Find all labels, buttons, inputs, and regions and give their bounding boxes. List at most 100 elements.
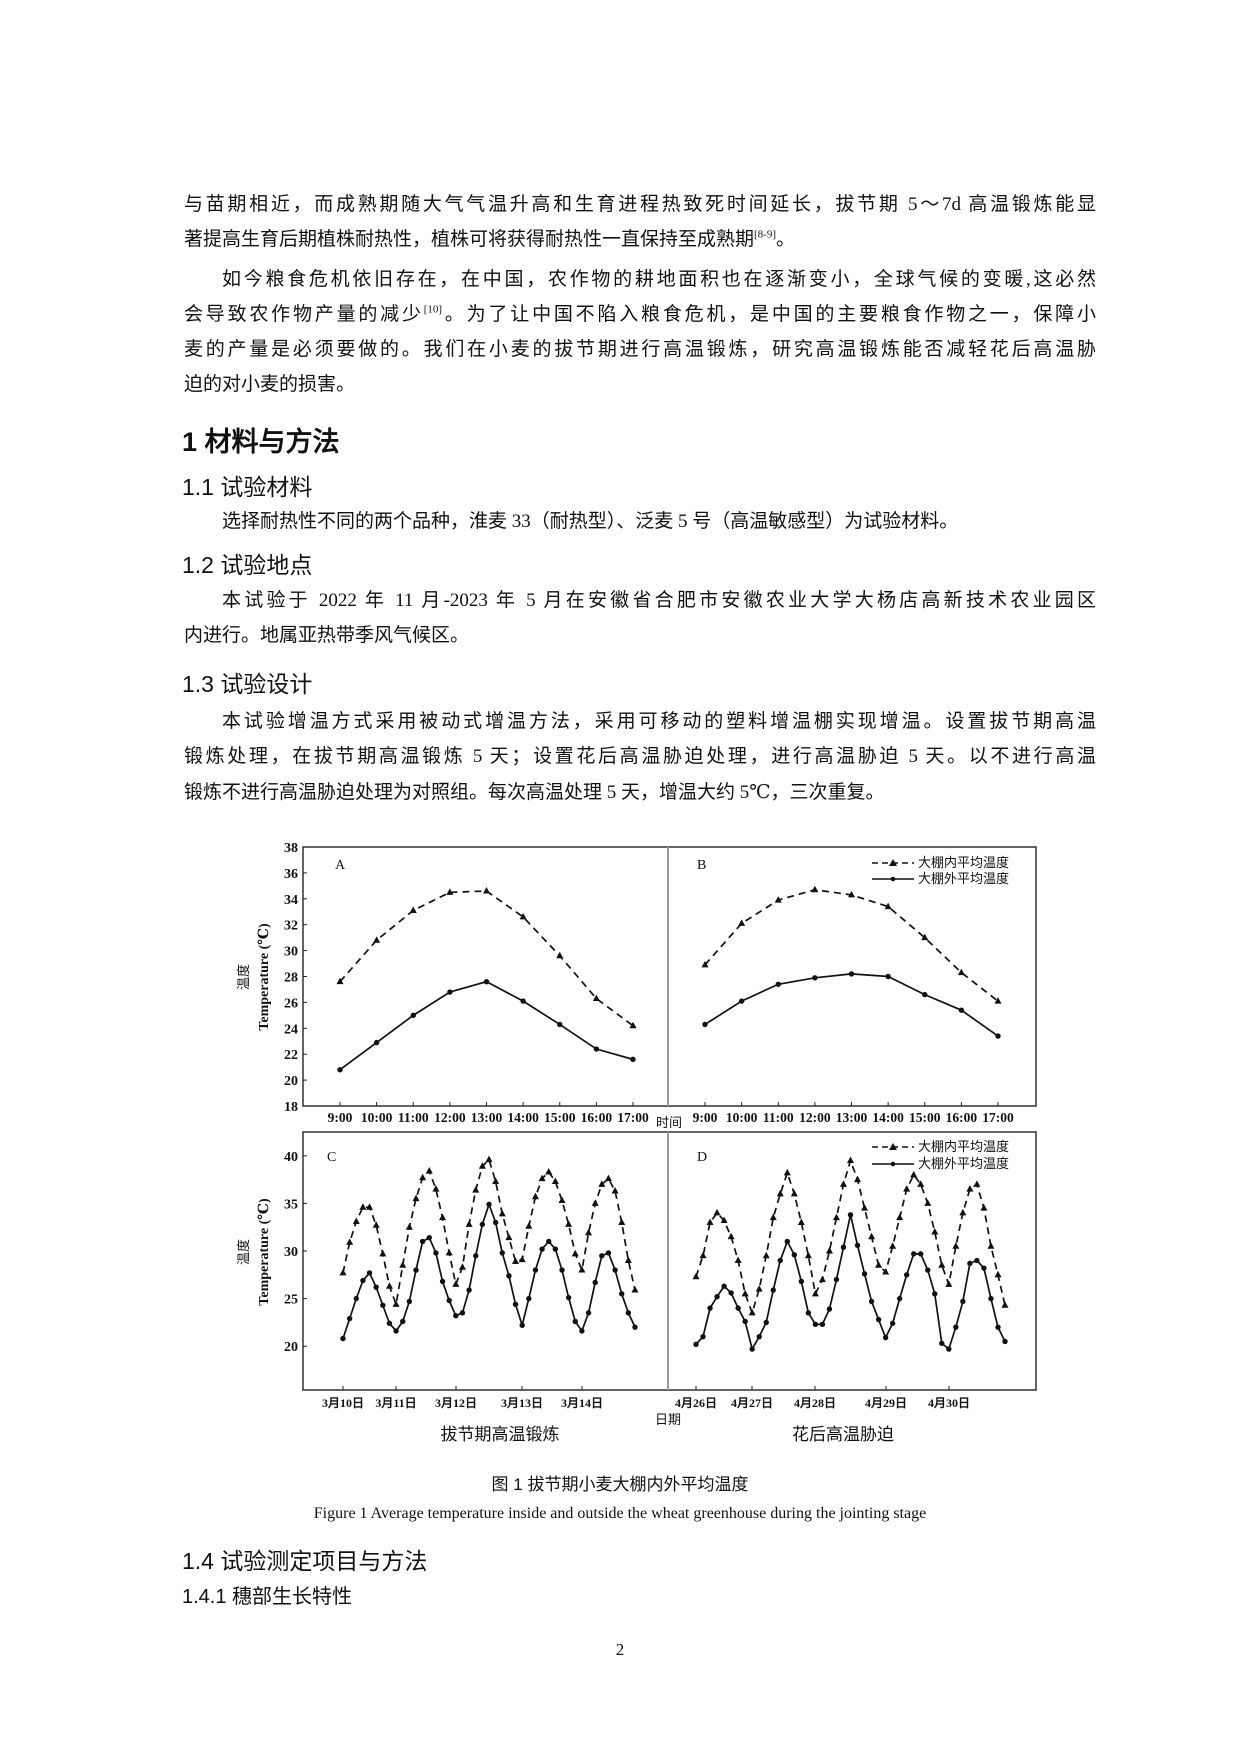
data-point-outside: [791, 1252, 798, 1258]
data-point-outside: [784, 1238, 790, 1245]
data-point-outside: [446, 1297, 452, 1304]
data-point-inside: [889, 1242, 897, 1249]
y-tick-label: 35: [284, 1197, 298, 1212]
data-point-inside: [446, 888, 454, 895]
data-point-inside: [465, 1220, 473, 1227]
subsubsection-heading: 1.4.1 穗部生长特性: [182, 1586, 353, 1608]
data-point-outside: [833, 1276, 840, 1283]
data-point-outside: [557, 1021, 563, 1028]
data-point-inside: [412, 1194, 420, 1202]
data-point-inside: [545, 1167, 553, 1175]
x-tick-label: 4月29日: [865, 1396, 907, 1410]
data-point-inside: [618, 1218, 626, 1225]
x-tick-label: 15:00: [544, 1110, 576, 1125]
data-point-outside: [406, 1298, 413, 1305]
panel-label: A: [335, 858, 346, 873]
data-point-inside: [847, 1156, 854, 1164]
data-point-inside: [604, 1174, 612, 1182]
data-point-inside: [373, 936, 381, 943]
data-point-inside: [980, 1204, 988, 1211]
data-point-inside: [485, 1155, 493, 1163]
data-point-inside: [585, 1228, 593, 1236]
figure-frames: 18 20 22 24 26 28 30 32 34 36 38 9:00 10:00 11:00 12:0…: [284, 841, 1037, 1410]
data-point-outside: [693, 1341, 699, 1348]
data-point-outside: [988, 1295, 994, 1302]
data-point-inside: [525, 1222, 533, 1229]
data-point-inside: [571, 1249, 579, 1257]
data-point-inside: [701, 960, 709, 968]
data-point-outside: [714, 1294, 720, 1300]
data-point-outside: [400, 1318, 406, 1325]
paragraph-line: 麦的产量是必须要做的。我们在小麦的拔节期进行高温锻炼，研究高温锻炼能否减轻花后高…: [184, 339, 1096, 360]
x-tick-label: 13:00: [836, 1110, 868, 1125]
data-point-inside: [483, 887, 490, 894]
data-point-outside: [1002, 1338, 1008, 1345]
data-point-inside: [425, 1167, 433, 1174]
data-point-inside: [366, 1203, 374, 1210]
data-point-outside: [366, 1270, 373, 1276]
x-tick-label: 10:00: [726, 1110, 758, 1125]
data-point-inside: [839, 1180, 847, 1187]
data-point-outside: [775, 981, 781, 987]
data-point-outside: [812, 975, 818, 981]
x-tick-label: 3月14日: [561, 1396, 603, 1410]
x-tick-label: 16:00: [581, 1110, 613, 1125]
paragraph-line: 迫的对小麦的损害。: [184, 374, 356, 395]
x-label-date: 日期: [655, 1412, 681, 1427]
paragraph-line: 本试验增温方式采用被动式增温方法，采用可移动的塑料增温棚实现增温。设置拔节期高温: [222, 711, 1096, 732]
data-point-outside: [373, 1039, 380, 1046]
data-point-outside: [492, 1219, 499, 1226]
data-point-outside: [499, 1250, 505, 1256]
data-point-outside: [854, 1242, 861, 1248]
y-tick-label: 24: [284, 1022, 298, 1037]
data-point-inside: [774, 896, 782, 903]
data-point-inside: [551, 1177, 559, 1185]
data-point-outside: [889, 1320, 896, 1327]
data-point-outside: [728, 1290, 734, 1296]
data-point-inside: [818, 1275, 826, 1283]
data-point-inside: [624, 1256, 632, 1264]
data-point-inside: [832, 1213, 840, 1221]
data-point-outside: [479, 1221, 486, 1228]
data-point-outside: [702, 1021, 708, 1028]
x-tick-label: 3月13日: [501, 1396, 543, 1410]
data-point-outside: [373, 1284, 379, 1290]
data-point-outside: [960, 1298, 966, 1305]
data-point-outside: [520, 998, 526, 1004]
legend-outside: 大棚外平均温度: [918, 871, 1009, 886]
y-tick-label: 38: [284, 841, 298, 856]
data-point-inside: [783, 1168, 791, 1176]
data-point-inside: [538, 1174, 546, 1182]
data-point-outside: [756, 1333, 762, 1340]
data-point-outside: [903, 1272, 910, 1278]
x-tick-label: 11:00: [763, 1110, 794, 1125]
data-point-inside: [531, 1192, 539, 1200]
section-heading: 1 材料与方法: [182, 427, 340, 457]
legend-bottom: 大棚内平均温度 大棚外平均温度: [872, 1139, 1009, 1171]
data-point-outside: [337, 1067, 343, 1073]
data-point-inside: [825, 1247, 833, 1254]
data-point-inside: [699, 1251, 707, 1259]
data-point-outside: [353, 1295, 359, 1302]
data-point-outside: [738, 998, 745, 1004]
data-point-inside: [804, 1251, 812, 1259]
data-point-outside: [346, 1315, 353, 1322]
data-point-outside: [393, 1328, 399, 1334]
data-point-outside: [386, 1320, 393, 1327]
data-point-inside: [727, 1232, 735, 1240]
data-point-inside: [346, 1238, 354, 1245]
data-point-outside: [506, 1273, 512, 1279]
data-point-outside: [552, 1246, 559, 1252]
data-point-outside: [410, 1012, 416, 1019]
data-point-outside: [875, 1316, 882, 1323]
data-point-inside: [973, 1180, 981, 1187]
panel-label: D: [697, 1150, 707, 1165]
data-point-outside: [559, 1267, 565, 1273]
data-point-outside: [625, 1310, 632, 1316]
data-point-inside: [917, 1180, 925, 1187]
data-point-inside: [797, 1218, 805, 1225]
text: 著提高生育后期植株耐热性，植株可将获得耐热性一直保持至成熟期: [184, 229, 755, 250]
data-point-inside: [738, 919, 746, 926]
data-point-outside: [413, 1267, 419, 1273]
paragraph-line: 著提高生育后期植株耐热性，植株可将获得耐热性一直保持至成熟期[8-9]。: [184, 228, 1096, 252]
